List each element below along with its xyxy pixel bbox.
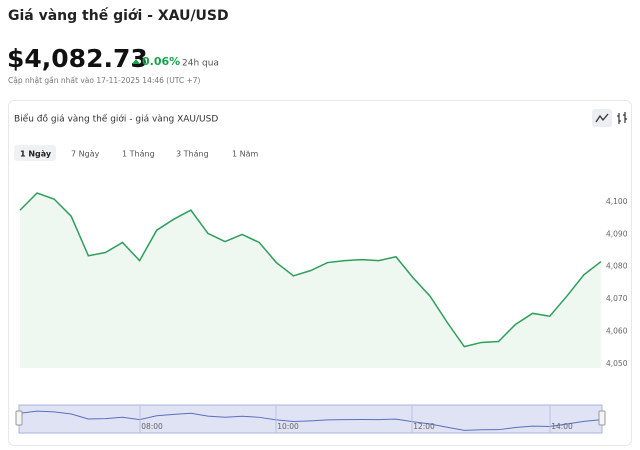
y-tick-label: 4,050 [606,359,628,368]
y-tick-label: 4,070 [606,294,628,303]
range-tab[interactable]: 1 Năm [232,150,259,159]
line-icon [595,113,609,123]
price: $4,082.73 [7,44,148,73]
candle-mode-button[interactable] [617,112,627,124]
range-tab[interactable]: 3 Tháng [176,150,209,159]
price-line [19,192,602,348]
navigator-label: 12:00 [413,422,435,431]
navigator-line [19,410,602,431]
navigator-handle[interactable] [598,410,606,426]
range-tab[interactable]: 1 Tháng [122,150,155,159]
y-tick-label: 4,060 [606,326,628,335]
change-period: 24h qua [182,59,219,69]
navigator-label: 14:00 [551,422,573,431]
change: 0.06% [142,55,180,68]
tab-selected-bg [14,145,56,161]
range-tab[interactable]: 7 Ngày [71,150,100,159]
navigator-label: 08:00 [141,422,163,431]
updated: Cập nhật gần nhất vào 17-11-2025 14:46 (… [8,76,201,85]
range-tab[interactable]: 1 Ngày [20,150,52,159]
chart-title: Biểu đồ giá vàng thế giới - giá vàng XAU… [14,114,218,125]
y-tick-label: 4,080 [606,262,628,271]
navigator[interactable] [18,404,603,434]
page-title: Giá vàng thế giới - XAU/USD [8,7,229,24]
navigator-handle[interactable] [15,410,23,426]
y-tick-label: 4,100 [606,197,628,206]
up-arrow [132,59,140,64]
navigator-label: 10:00 [277,422,299,431]
area-fill [20,192,601,368]
y-tick-label: 4,090 [606,229,628,238]
